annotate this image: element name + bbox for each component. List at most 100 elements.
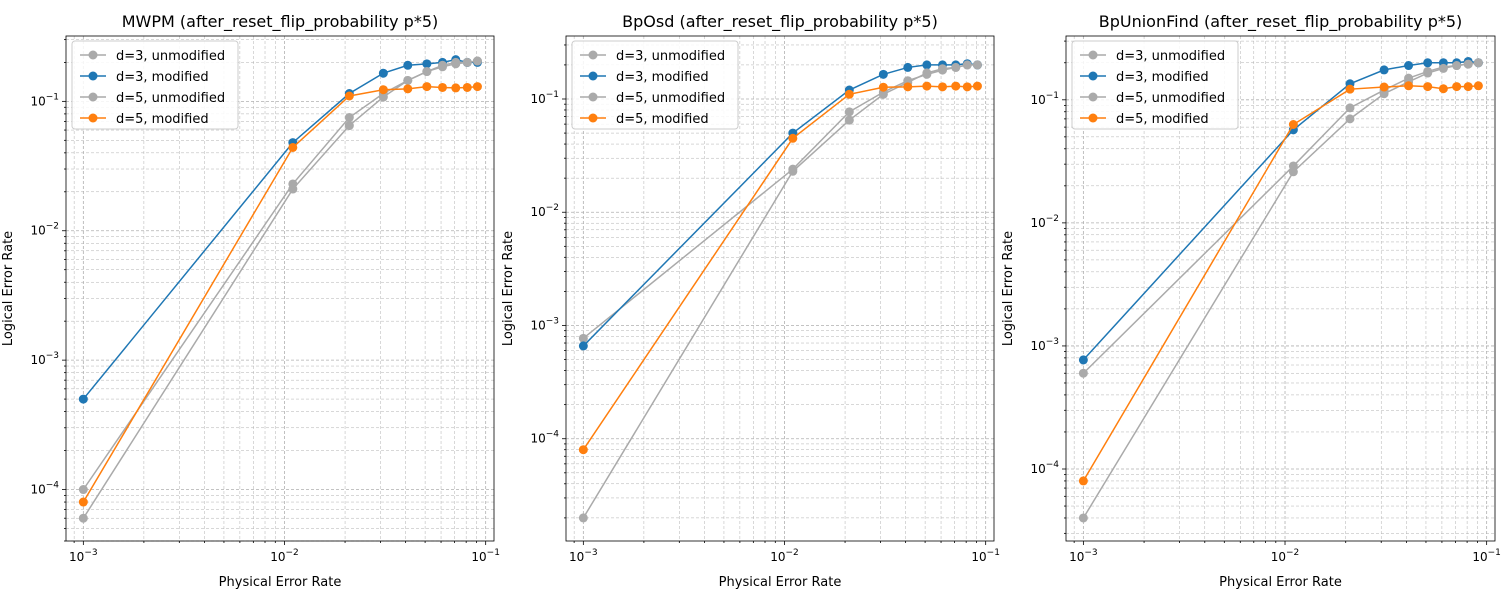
x-tick-label: 10−2 [270,548,299,564]
data-point [288,184,298,194]
series-line [582,85,978,451]
legend-label: d=3, unmodified [616,49,725,64]
data-point [1473,81,1483,91]
data-point [403,75,413,85]
legend-label: d=5, unmodified [1116,91,1225,106]
chart-title: BpOsd (after_reset_flip_probability p*5) [622,12,938,32]
data-point [1452,61,1462,71]
data-point [1404,61,1414,71]
data-point [578,513,588,523]
data-point [922,60,932,70]
x-tick-label: 10−1 [471,548,500,564]
data-point [788,166,798,176]
data-point [1379,89,1389,99]
legend-label: d=5, modified [616,112,709,127]
data-point [788,133,798,143]
x-axis-label: Physical Error Rate [719,575,842,590]
data-point [344,113,354,123]
subplot-3: 10−4 10−3 10−3 10−2 10−2 10−1 10−1 d=3, unmodif… [1001,12,1501,590]
data-point [878,89,888,99]
y-tick-label: 10−1 [30,92,59,108]
data-point [451,57,461,67]
data-point [1473,58,1483,68]
series-3 [78,56,482,523]
legend: d=3, unmodified d=3, modified d=5, unmodif… [571,40,739,130]
series-line [1082,85,1479,482]
data-point [951,81,961,91]
x-tick-label: 10−3 [569,548,598,564]
data-point [472,56,482,66]
data-point [1423,68,1433,78]
x-tick-label: 10−1 [971,548,1000,564]
data-point [937,82,947,92]
legend-label: d=5, unmodified [616,91,725,106]
data-point [1438,63,1448,73]
data-point [844,107,854,117]
data-point [903,62,913,72]
x-tick-label: 10−1 [1472,548,1501,564]
y-axis-label: Logical Error Rate [501,231,516,346]
data-point [1078,355,1088,365]
data-point [972,60,982,70]
y-tick-label: 10−2 [30,222,59,238]
legend-label: d=3, modified [116,70,209,85]
legend-marker [88,92,98,102]
data-point [422,82,432,92]
data-point [378,85,388,95]
data-point [1438,84,1448,94]
legend-marker [1088,92,1098,102]
y-tick-label: 10−4 [30,481,59,497]
series-3 [578,60,982,523]
data-point [903,82,913,92]
legend-label: d=3, unmodified [116,49,225,64]
legend-marker [1088,50,1098,60]
series-line [82,60,478,519]
data-point [451,83,461,93]
subplot-1: 10−4 10−3 10−3 10−2 10−2 10−1 10−1 d=3, unmodif… [1,12,500,590]
y-tick-label: 10−1 [1030,91,1059,107]
subplot-2: 10−4 10−3 10−3 10−2 10−2 10−1 10−1 d=3, unmodif… [501,12,1000,590]
legend-label: d=5, unmodified [116,91,225,106]
series-line [582,64,978,519]
legend-marker [1088,71,1098,81]
x-tick-label: 10−3 [69,548,98,564]
legend-marker [588,50,598,60]
data-point [78,497,88,507]
x-axis-label: Physical Error Rate [1219,575,1342,590]
legend-label: d=5, modified [116,112,209,127]
data-point [1345,84,1355,94]
data-point [1345,103,1355,113]
data-point [422,59,432,69]
data-point [922,68,932,78]
data-point [922,81,932,91]
data-point [344,121,354,131]
data-point [962,82,972,92]
y-axis-label: Logical Error Rate [1001,231,1016,346]
x-axis-label: Physical Error Rate [219,575,342,590]
legend-marker [88,71,98,81]
y-tick-label: 10−1 [530,90,559,106]
data-point [1423,58,1433,68]
y-axis-label: Logical Error Rate [1,231,16,346]
series-line [582,62,978,347]
axes-frame [65,35,495,542]
axes-frame [565,35,995,542]
series-4 [78,82,482,507]
data-point [878,82,888,92]
data-point [422,67,432,77]
y-tick-label: 10−3 [1030,337,1059,353]
data-point [1078,513,1088,523]
data-point [1463,82,1473,92]
data-point [937,64,947,74]
data-point [1078,368,1088,378]
data-point [378,92,388,102]
legend: d=3, unmodified d=3, modified d=5, unmodif… [71,40,239,130]
y-tick-label: 10−2 [1030,214,1059,230]
data-point [1288,167,1298,177]
data-point [578,341,588,351]
legend-marker [1088,113,1098,123]
data-point [1078,476,1088,486]
data-point [462,82,472,92]
data-point [462,57,472,67]
